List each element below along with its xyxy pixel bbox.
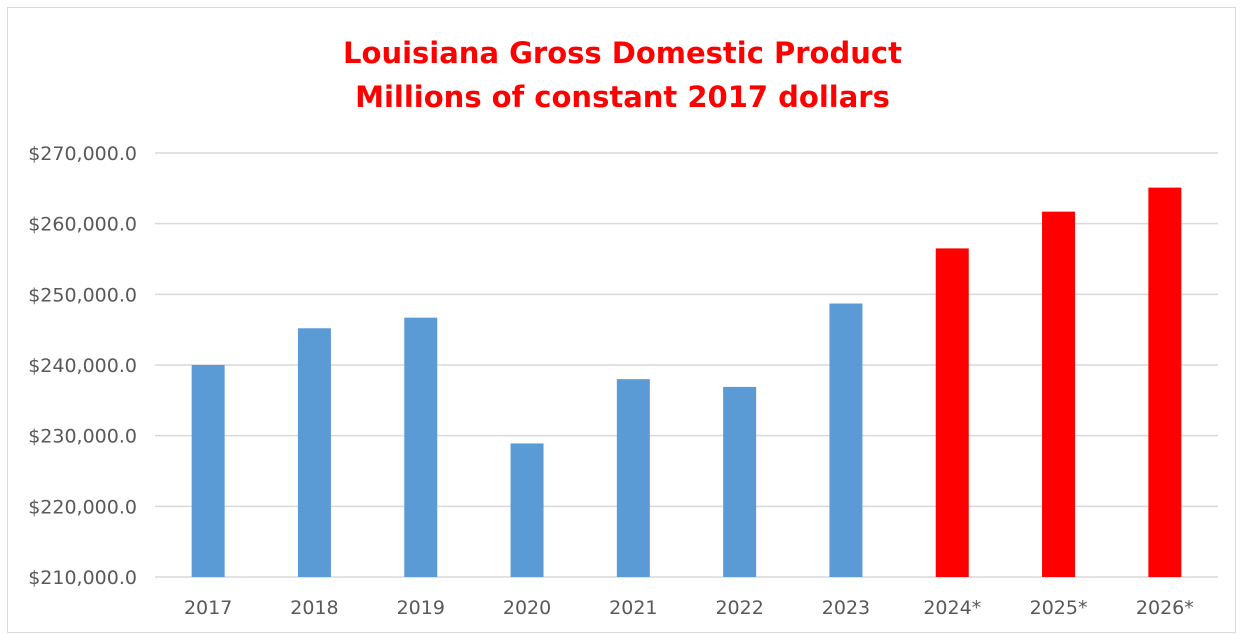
y-tick-label: $230,000.0 [28, 426, 137, 448]
bar-2020 [510, 443, 544, 577]
bars [191, 187, 1182, 578]
x-axis-tick-labels: 2017 2018 2019 2020 2021 2022 2023 2024* 2025* 20… [184, 597, 1194, 619]
bar-2018 [297, 328, 331, 577]
y-tick-label: $220,000.0 [28, 496, 137, 518]
bar-2026-forecast [1148, 187, 1182, 578]
x-tick-label: 2025* [1030, 597, 1088, 619]
bar-2021 [616, 379, 650, 577]
x-tick-label: 2026* [1136, 597, 1194, 619]
bar-2023 [829, 303, 863, 577]
x-tick-label: 2019 [397, 597, 445, 619]
y-tick-label: $210,000.0 [28, 567, 137, 589]
chart-title-line-2: Millions of constant 2017 dollars [355, 80, 890, 114]
bar-2022 [723, 386, 757, 577]
x-tick-label: 2023 [822, 597, 870, 619]
y-tick-label: $260,000.0 [28, 214, 137, 236]
y-axis-tick-labels: $210,000.0 $220,000.0 $230,000.0 $240,000.0… [28, 143, 137, 589]
x-tick-label: 2018 [290, 597, 338, 619]
x-tick-label: 2020 [503, 597, 551, 619]
x-tick-label: 2022 [715, 597, 763, 619]
y-tick-label: $250,000.0 [28, 284, 137, 306]
gridlines [155, 152, 1218, 578]
x-tick-label: 2021 [609, 597, 657, 619]
bar-2025-forecast [1042, 211, 1076, 578]
bar-2019 [404, 317, 438, 577]
x-tick-label: 2017 [184, 597, 232, 619]
bar-2017 [191, 365, 225, 577]
x-tick-label: 2024* [923, 597, 981, 619]
y-tick-label: $270,000.0 [28, 143, 137, 165]
bar-2024-forecast [935, 248, 969, 577]
y-tick-label: $240,000.0 [28, 355, 137, 377]
chart-title-line-1: Louisiana Gross Domestic Product [343, 36, 902, 70]
